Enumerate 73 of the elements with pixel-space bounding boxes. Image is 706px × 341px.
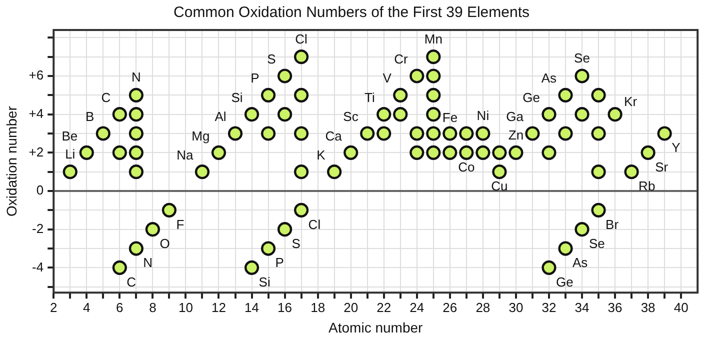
annotation: N	[143, 255, 153, 270]
annotation: V	[382, 70, 392, 86]
annotation: Ge	[556, 274, 574, 290]
x-tick-label: 4	[83, 300, 90, 315]
annotation: Al	[214, 109, 226, 124]
annotation: S	[267, 52, 276, 67]
x-tick-label: 12	[212, 300, 226, 315]
y-tick-label: 0	[36, 182, 44, 198]
annotation: C	[126, 274, 136, 290]
annotation: Mn	[424, 31, 442, 46]
annotation: Na	[176, 147, 194, 162]
annotation: Si	[231, 90, 243, 105]
annotation: Mg	[192, 128, 210, 144]
annotation: Se	[574, 50, 590, 66]
annotation: P	[250, 70, 260, 86]
x-tick-label: 38	[640, 300, 656, 315]
x-tick-label: 30	[508, 300, 524, 315]
x-tick-label: 34	[574, 300, 590, 315]
y-tick-label: +6	[28, 68, 44, 83]
x-tick-label: 36	[608, 300, 622, 315]
annotation: Br	[606, 216, 620, 232]
y-tick-label: -4	[32, 259, 44, 274]
annotation: K	[316, 147, 326, 162]
annotation: Cr	[394, 52, 409, 67]
annotation: S	[292, 236, 301, 251]
annotation: Li	[65, 146, 76, 162]
annotation: F	[176, 216, 184, 232]
x-tick-label: 2	[50, 300, 58, 315]
annotation: C	[101, 90, 111, 105]
y-tick-label: +2	[28, 144, 44, 160]
x-tick-label: 20	[344, 300, 358, 315]
annotation: Co	[458, 159, 475, 174]
annotation: P	[275, 255, 284, 270]
annotation: Ge	[522, 90, 540, 105]
x-axis-title: Atomic number	[328, 319, 424, 336]
annotation: Ti	[364, 90, 375, 105]
x-tick-label: 40	[674, 300, 688, 315]
x-tick-label: 26	[442, 300, 458, 315]
annotation: Zn	[508, 127, 524, 142]
y-axis-title: Oxidation number	[3, 106, 20, 217]
annotation: Be	[62, 128, 78, 144]
annotation: B	[85, 109, 94, 124]
annotation: Cl	[308, 216, 321, 232]
annotation: O	[160, 236, 170, 251]
annotation: As	[541, 70, 557, 86]
x-tick-label: 16	[278, 300, 292, 315]
annotation: Rb	[638, 178, 656, 194]
x-tick-label: 24	[410, 300, 424, 315]
annotation: As	[572, 255, 588, 270]
annotation: Fe	[442, 110, 458, 125]
x-tick-label: 14	[244, 300, 260, 315]
annotation: Kr	[624, 94, 638, 109]
annotation: Sr	[655, 159, 669, 174]
x-tick-label: 8	[149, 300, 156, 315]
y-tick-label: +4	[28, 106, 44, 121]
annotation: Ni	[476, 108, 490, 124]
x-tick-label: 32	[542, 300, 556, 315]
annotation: Cl	[295, 31, 308, 46]
annotation: Ca	[325, 128, 343, 144]
x-tick-label: 6	[116, 300, 124, 315]
x-tick-label: 22	[376, 300, 392, 315]
annotation: Y	[672, 140, 681, 156]
annotation: Se	[589, 236, 605, 251]
annotation: Cu	[491, 178, 508, 194]
x-tick-label: 18	[310, 300, 326, 315]
y-tick-label: -2	[32, 220, 44, 236]
annotation: N	[131, 70, 141, 85]
annotation: Ga	[506, 109, 524, 124]
chart-title: Common Oxidation Numbers of the First 39 Elements	[174, 4, 530, 22]
x-tick-label: 28	[476, 300, 490, 315]
annotation: Sc	[343, 109, 359, 124]
annotation: Si	[258, 274, 270, 290]
x-tick-label: 10	[178, 300, 193, 315]
